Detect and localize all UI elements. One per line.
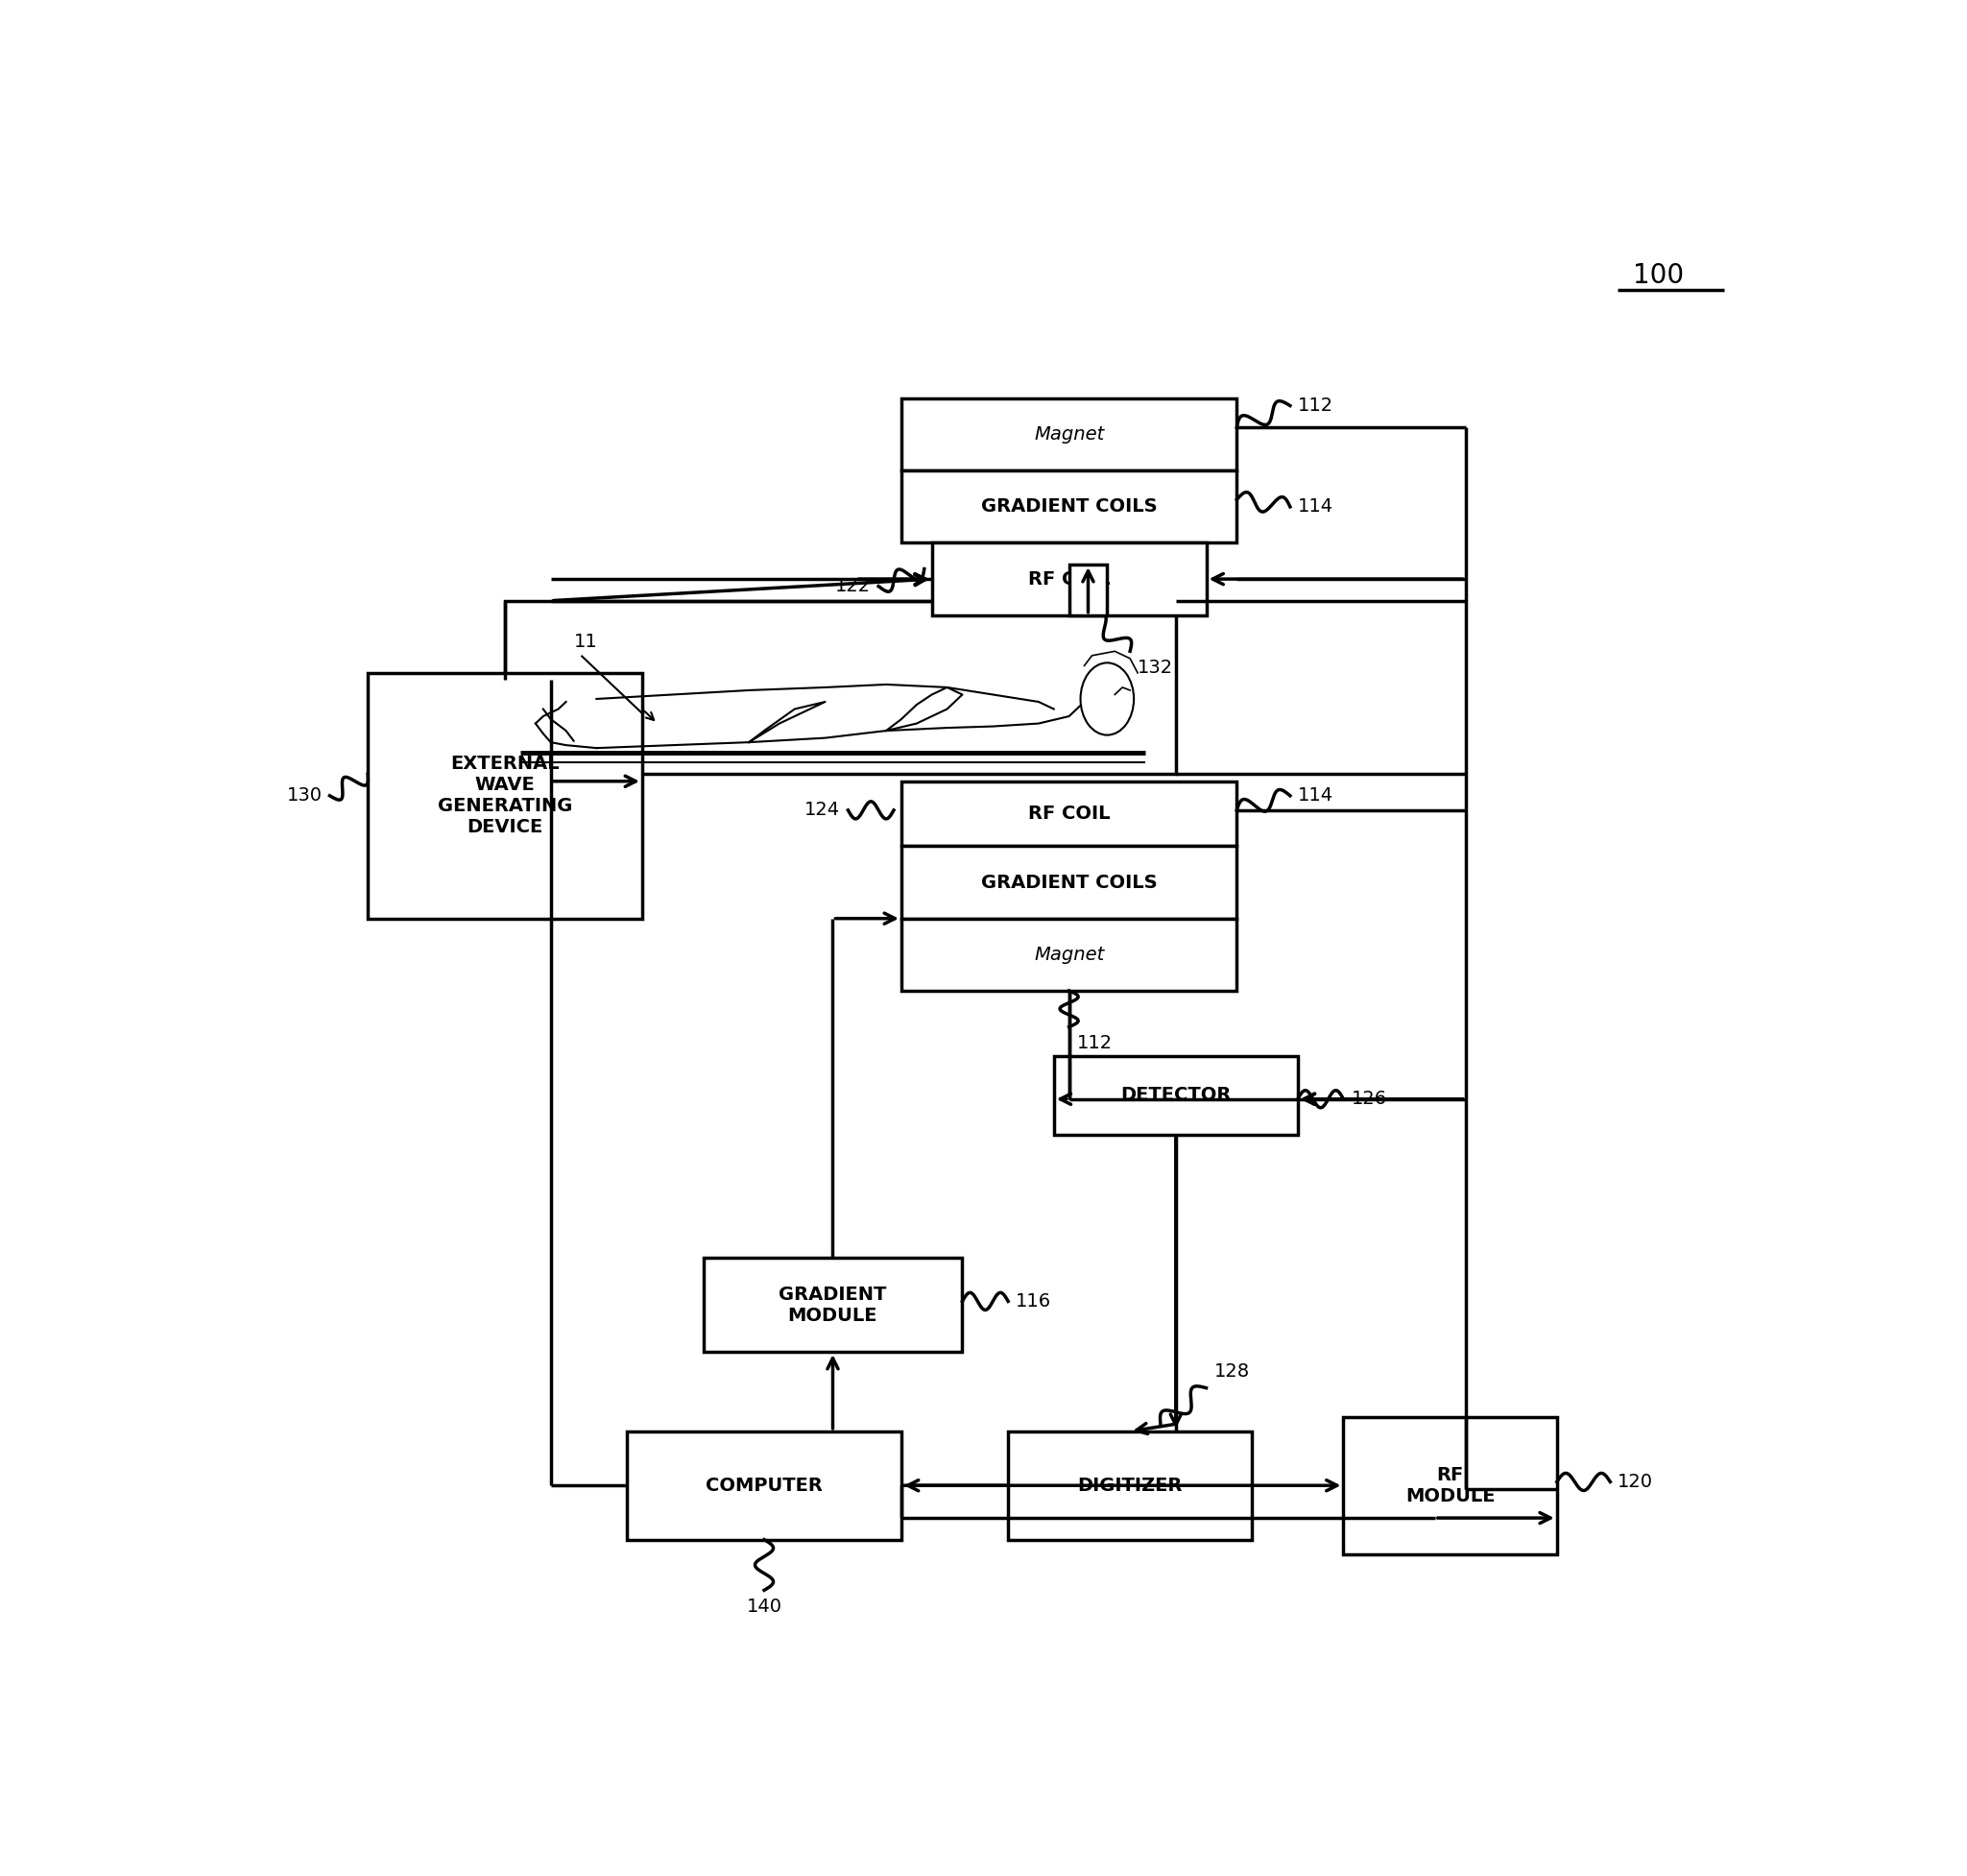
Text: GRADIENT
MODULE: GRADIENT MODULE (779, 1285, 887, 1324)
Text: 124: 124 (805, 801, 840, 820)
Text: COMPUTER: COMPUTER (706, 1476, 822, 1495)
FancyBboxPatch shape (901, 780, 1237, 846)
Text: Magnet: Magnet (1035, 946, 1103, 964)
Text: 120: 120 (1619, 1473, 1654, 1491)
Text: 114: 114 (1298, 786, 1334, 805)
FancyBboxPatch shape (627, 1431, 901, 1540)
Text: 132: 132 (1137, 658, 1172, 677)
Text: GRADIENT COILS: GRADIENT COILS (982, 872, 1157, 891)
Text: 116: 116 (1015, 1293, 1050, 1311)
Text: 112: 112 (1298, 396, 1334, 415)
FancyBboxPatch shape (901, 846, 1237, 919)
FancyBboxPatch shape (506, 600, 1176, 775)
FancyBboxPatch shape (704, 1259, 962, 1353)
Text: 128: 128 (1214, 1362, 1249, 1381)
FancyBboxPatch shape (932, 542, 1206, 615)
Text: 140: 140 (745, 1598, 783, 1615)
Text: 130: 130 (287, 786, 323, 805)
Text: 11: 11 (574, 632, 598, 651)
Text: 114: 114 (1298, 497, 1334, 516)
Text: DIGITIZER: DIGITIZER (1078, 1476, 1182, 1495)
Text: GRADIENT COILS: GRADIENT COILS (982, 497, 1157, 516)
FancyBboxPatch shape (1054, 1056, 1298, 1135)
FancyBboxPatch shape (1070, 565, 1107, 615)
FancyBboxPatch shape (368, 673, 641, 919)
Text: Magnet: Magnet (1035, 426, 1103, 445)
Text: RF COIL: RF COIL (1029, 805, 1109, 824)
FancyBboxPatch shape (1009, 1431, 1253, 1540)
Text: RF COIL: RF COIL (1029, 570, 1109, 589)
FancyBboxPatch shape (901, 919, 1237, 991)
Text: 126: 126 (1351, 1090, 1387, 1109)
Text: 122: 122 (836, 578, 871, 595)
Text: RF
MODULE: RF MODULE (1404, 1465, 1495, 1505)
Text: 100: 100 (1633, 263, 1684, 289)
Text: DETECTOR: DETECTOR (1121, 1086, 1231, 1105)
Ellipse shape (1080, 662, 1133, 735)
FancyBboxPatch shape (1343, 1416, 1558, 1553)
FancyBboxPatch shape (901, 398, 1237, 471)
Text: 112: 112 (1076, 1034, 1111, 1052)
Text: EXTERNAL
WAVE
GENERATING
DEVICE: EXTERNAL WAVE GENERATING DEVICE (437, 754, 572, 837)
FancyBboxPatch shape (901, 471, 1237, 542)
